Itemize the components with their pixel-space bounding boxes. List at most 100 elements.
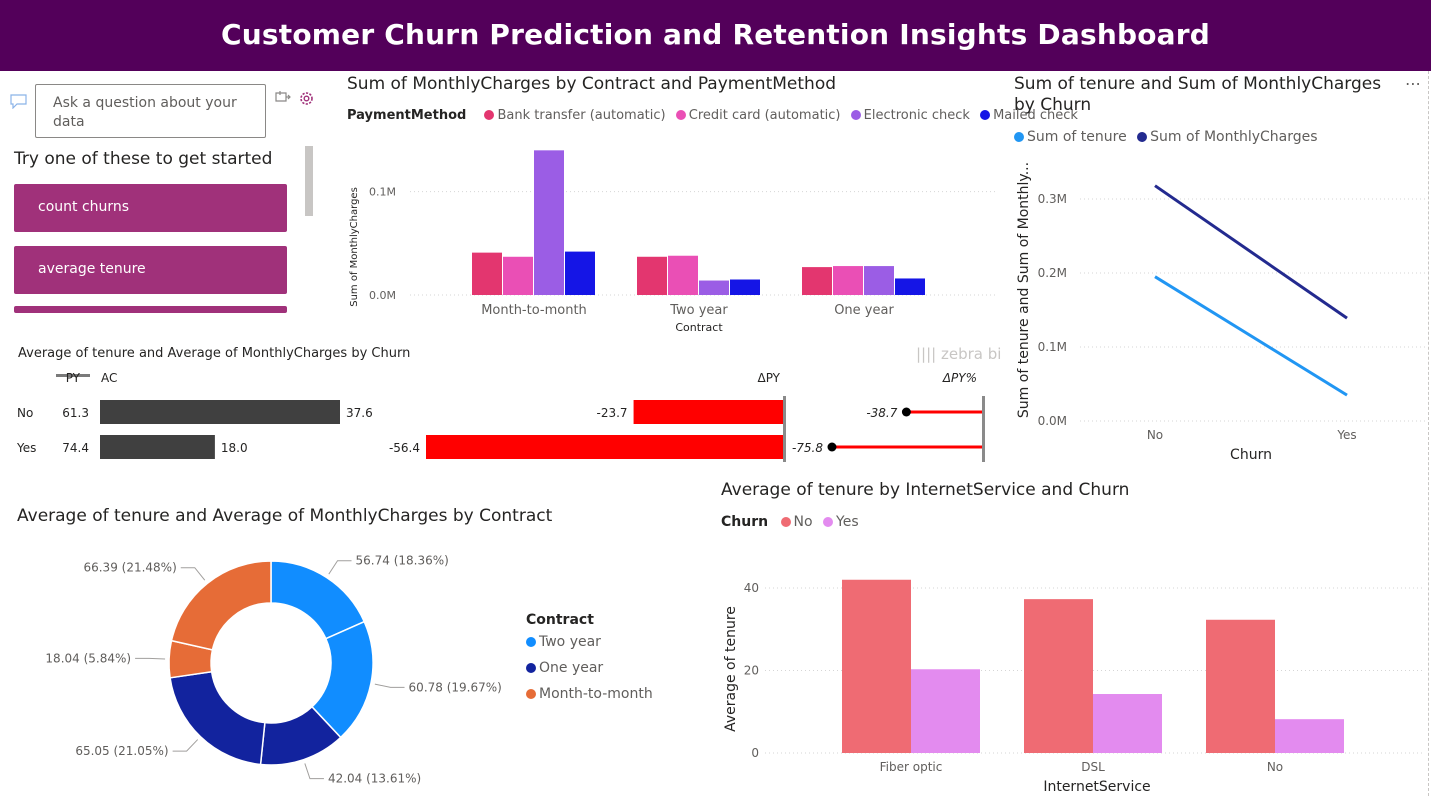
donut-slice <box>270 560 366 640</box>
qna-input[interactable]: Ask a question about your data <box>35 84 266 138</box>
leader-line <box>135 657 166 660</box>
bar <box>833 266 863 295</box>
chart-avg-by-contract-donut: 56.74 (18.36%) 60.78 (19.67%) 42.04 (13.61… <box>45 554 501 786</box>
suggestion-label: average tenure <box>38 261 146 277</box>
y-tick-label: 20 <box>744 664 759 678</box>
slice-label: 18.04 (5.84%) <box>45 651 131 665</box>
legend-dot <box>484 110 495 120</box>
canvas-edge <box>1428 71 1429 796</box>
row-label: Yes <box>16 441 36 455</box>
chart-monthly-by-contract: 0.0M 0.1M Sum of MonthlyCharges Month-to-mo… <box>349 150 995 334</box>
chart2-title: Sum of tenure and Sum of MonthlyCharges … <box>1014 74 1382 115</box>
chart1-legend-title: PaymentMethod <box>347 108 467 123</box>
py-value: 61.3 <box>62 406 89 420</box>
gear-icon[interactable] <box>298 90 315 111</box>
ac-bar <box>100 400 340 424</box>
ac-value: 18.0 <box>221 441 248 455</box>
legend-dot <box>1014 132 1024 142</box>
suggestion-partial[interactable] <box>14 306 287 313</box>
reset-icon[interactable] <box>274 90 292 110</box>
legend-item: Two year <box>539 634 601 650</box>
dpy-value: -56.4 <box>389 441 420 455</box>
y-tick-label: 0.2M <box>1038 266 1067 280</box>
chat-bubble-icon[interactable] <box>10 94 27 113</box>
chart-tenure-by-internet: 0 20 40 Average of tenure Fiber optic DSL No In… <box>723 579 1425 795</box>
qna-scrollbar[interactable] <box>305 146 313 216</box>
bar <box>1275 719 1344 753</box>
bar <box>895 278 925 295</box>
bar <box>503 256 533 295</box>
donut-slice <box>169 670 266 766</box>
bar <box>842 579 911 753</box>
column-header-dpy-pct: ΔPY% <box>942 371 977 385</box>
legend-item: Credit card (automatic) <box>688 108 841 123</box>
qna-placeholder: Ask a question about your data <box>53 95 237 130</box>
x-axis-label: Contract <box>675 321 723 334</box>
legend-dot <box>526 663 536 673</box>
dpy-pct-value: -75.8 <box>792 441 823 455</box>
legend-dot <box>526 689 536 699</box>
legend-dot <box>675 110 686 120</box>
dashboard-title: Customer Churn Prediction and Retention … <box>221 18 1210 51</box>
chart-zebra-variance: PY AC ΔPY ΔPY% No 61.3 37.6 -23.7 -38.7 Yes 74.4 18… <box>16 371 985 462</box>
legend-item: Electronic check <box>863 108 970 123</box>
x-tick-label: One year <box>834 303 894 318</box>
legend-dot <box>526 637 536 647</box>
donut-slice <box>170 560 272 651</box>
bar <box>802 267 832 295</box>
zebra-logo: |||| zebra bi <box>916 345 1001 363</box>
suggestion-average-tenure[interactable]: average tenure <box>14 246 287 294</box>
y-axis-label: Sum of tenure and Sum of Monthly... <box>1016 162 1032 418</box>
more-options-icon[interactable]: ⋯ <box>1405 74 1421 93</box>
y-tick-label: 0.0M <box>369 289 396 302</box>
slice-label: 66.39 (21.48%) <box>83 561 176 575</box>
bar <box>911 669 980 753</box>
bar <box>864 266 894 295</box>
y-tick-label: 0.0M <box>1038 414 1067 428</box>
legend-row: Month-to-month <box>526 686 653 702</box>
leader-line <box>304 763 324 780</box>
bar <box>1206 619 1275 753</box>
bar <box>730 279 760 295</box>
slice-label: 56.74 (18.36%) <box>356 554 449 568</box>
legend-dot <box>780 517 791 527</box>
column-header-py: PY <box>66 371 81 385</box>
legend-item: Bank transfer (automatic) <box>497 108 666 123</box>
series-line <box>1154 275 1348 397</box>
ac-bar <box>100 435 215 459</box>
legend-item: Mailed check <box>993 108 1078 123</box>
leader-line <box>180 567 206 581</box>
y-tick-label: 0.1M <box>369 186 396 199</box>
legend-item: Yes <box>836 514 859 530</box>
bar <box>1093 694 1162 753</box>
x-tick-label: No <box>1267 760 1283 774</box>
x-tick-label: Yes <box>1336 428 1356 442</box>
suggestion-label: count churns <box>38 199 130 215</box>
chart4-legend: Contract Two year One year Month-to-mont… <box>526 612 653 702</box>
dpy-value: -23.7 <box>597 406 628 420</box>
x-tick-label: Month-to-month <box>481 303 587 318</box>
suggestion-count-churns[interactable]: count churns <box>14 184 287 232</box>
zebra-title: Average of tenure and Average of Monthly… <box>18 346 411 361</box>
legend-row: Two year <box>526 634 653 650</box>
y-axis-label: Sum of MonthlyCharges <box>349 187 360 307</box>
series-line <box>1154 184 1348 320</box>
column-header-dpy: ΔPY <box>757 371 780 385</box>
x-tick-label: Two year <box>669 303 728 318</box>
leader-line <box>328 560 352 575</box>
bar <box>565 251 595 295</box>
bar <box>534 150 564 295</box>
y-tick-label: 0 <box>751 746 759 760</box>
bar <box>699 280 729 295</box>
row-label: No <box>17 406 33 420</box>
chart-tenure-monthly-by-churn: 0.0M 0.1M 0.2M 0.3M Sum of tenure and Sum of… <box>1016 162 1425 463</box>
x-tick-label: DSL <box>1081 760 1105 774</box>
bar <box>668 255 698 295</box>
dpy-pct-axis <box>982 396 985 462</box>
legend-dot <box>850 110 861 120</box>
ac-value: 37.6 <box>346 406 373 420</box>
x-tick-label: No <box>1147 428 1163 442</box>
legend-item: Sum of MonthlyCharges <box>1150 129 1318 145</box>
qna-clip <box>0 313 320 319</box>
leader-line <box>374 683 405 688</box>
